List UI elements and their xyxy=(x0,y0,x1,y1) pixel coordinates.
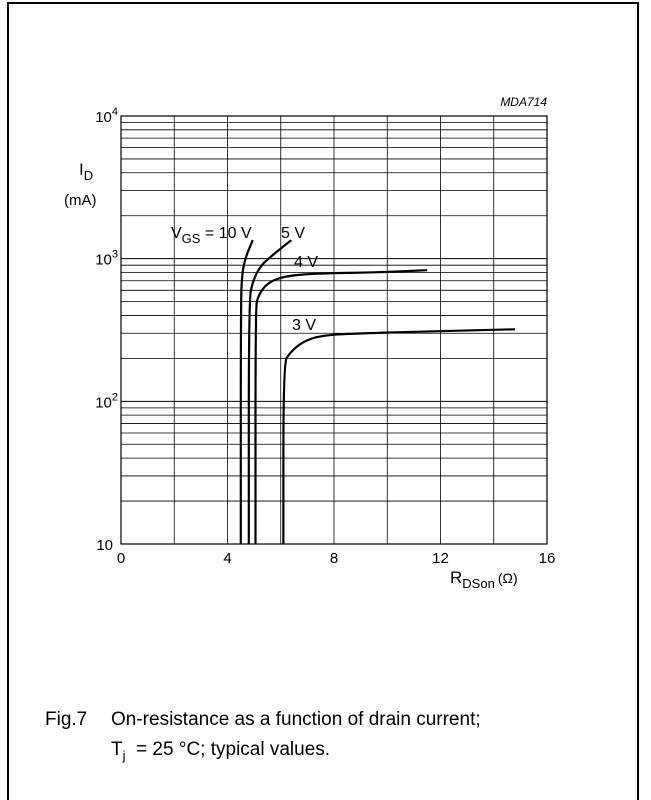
y-tick-label: 104 xyxy=(95,106,118,126)
label-3v: 3 V xyxy=(292,317,316,334)
curve-5v xyxy=(247,239,293,544)
caption-line-1: On-resistance as a function of drain cur… xyxy=(111,709,481,730)
figure-code: MDA714 xyxy=(500,95,547,109)
label-5v: 5 V xyxy=(281,225,305,242)
label-4v: 4 V xyxy=(294,254,318,271)
curve-10v xyxy=(239,239,254,545)
y-tick-label: 103 xyxy=(95,249,118,269)
x-axis-title: RDSon (Ω) xyxy=(450,568,518,591)
chart-grid xyxy=(121,116,547,544)
chart-curves xyxy=(239,239,516,545)
chart-labels: MDA714 ID (mA) RDSon (Ω) VGS = 10 V 5 V 4… xyxy=(64,95,547,591)
curve-3v xyxy=(282,328,516,544)
x-tick-label: 12 xyxy=(432,550,449,567)
caption-line-2: Tj = 25 °C; typical values. xyxy=(111,739,331,763)
chart-ticks: 0 4 8 12 16 104 103 102 10 xyxy=(95,106,555,567)
x-tick-label: 0 xyxy=(117,550,125,567)
vgs-label: VGS = 10 V xyxy=(171,225,252,246)
y-axis-unit: (mA) xyxy=(64,192,97,209)
plot-border xyxy=(120,115,548,545)
figure-frame xyxy=(7,2,639,800)
x-tick-label: 8 xyxy=(330,550,338,567)
curve-4v xyxy=(254,269,428,544)
x-tick-label: 4 xyxy=(223,550,231,567)
y-tick-label: 10 xyxy=(96,537,113,554)
figure-number: Fig.7 xyxy=(45,709,88,730)
y-tick-label: 102 xyxy=(95,391,118,411)
y-axis-title: ID xyxy=(79,160,93,183)
x-tick-label: 16 xyxy=(539,550,556,567)
